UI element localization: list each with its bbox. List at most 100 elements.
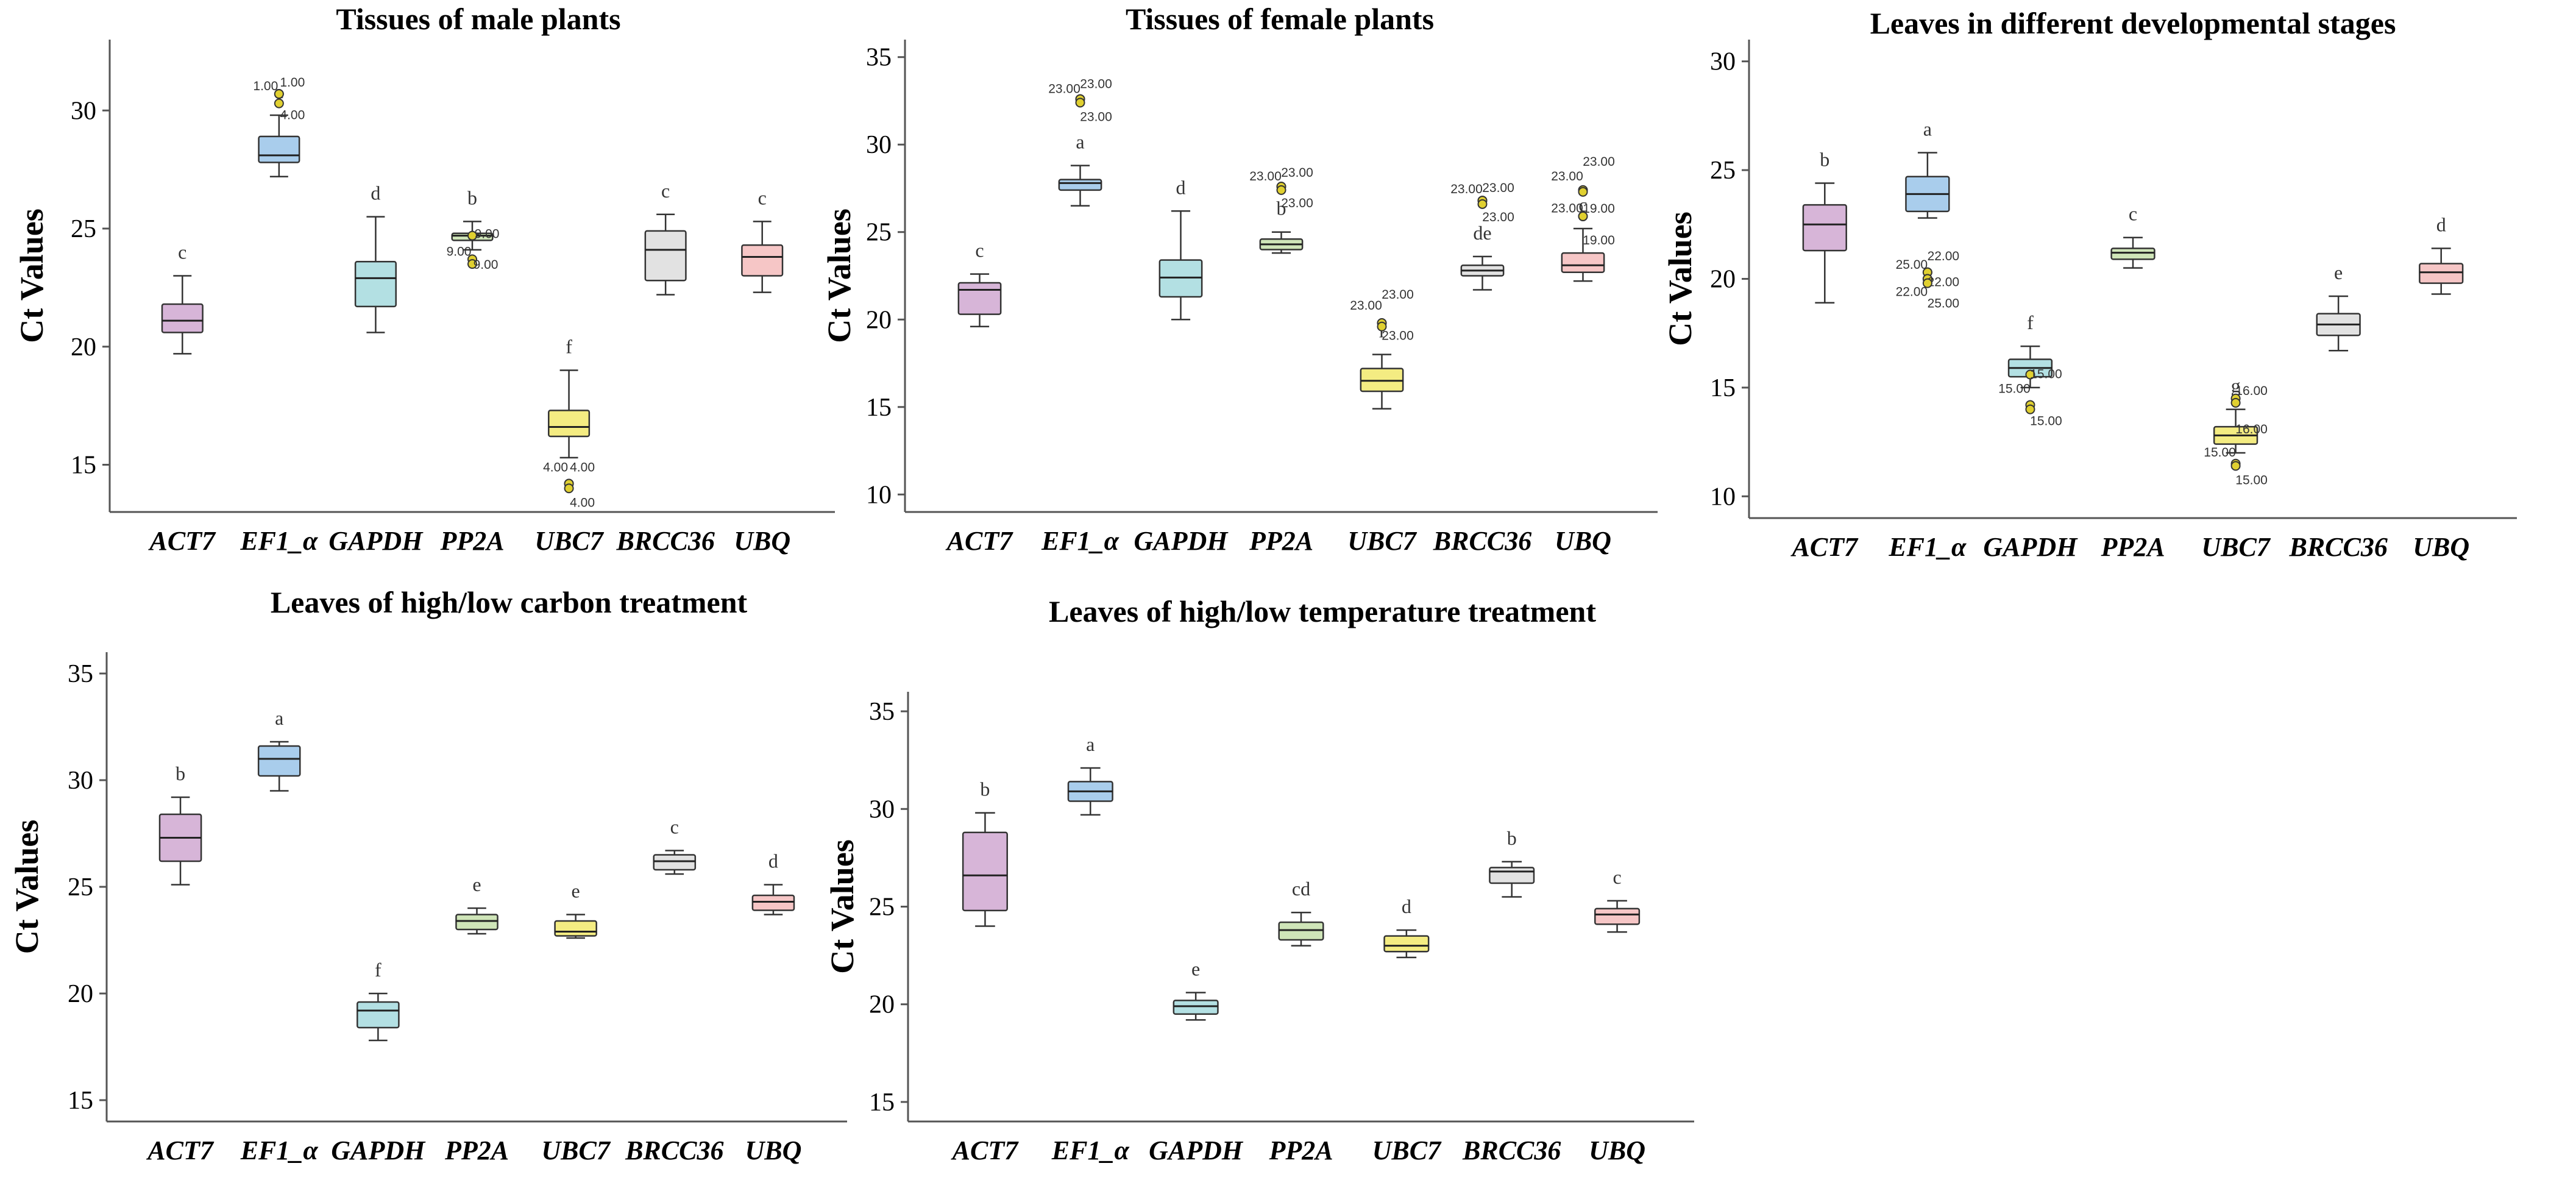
outlier-point <box>1276 185 1286 195</box>
box-panel-2: Tissues of female plants Ct Values 10 15 20 2… <box>821 2 1658 556</box>
x-category-label: UBQ <box>1589 1136 1645 1165</box>
x-category-label: EF1_α <box>240 1136 319 1165</box>
y-tick-label: 30 <box>866 131 892 159</box>
x-category-label: EF1_α <box>1051 1136 1130 1165</box>
outlier-label: 4.00 <box>543 461 568 475</box>
box-panel-5: Leaves of high/low temperature treatment… <box>824 594 1694 1165</box>
outlier-label: 23.00 <box>1482 210 1514 224</box>
significance-letter: c <box>975 240 984 261</box>
box-ubc7: d <box>1383 895 1430 959</box>
significance-letter: f <box>2027 311 2034 333</box>
y-tick-label: 20 <box>68 980 93 1008</box>
x-category-label: PP2A <box>1268 1136 1333 1165</box>
significance-letter: d <box>371 182 380 204</box>
box-iqr <box>1489 867 1535 884</box>
outlier-label: 15.00 <box>2204 446 2236 460</box>
significance-letter: c <box>178 241 186 263</box>
y-tick-label: 15 <box>71 452 96 480</box>
outlier-label: 22.00 <box>1928 249 1960 263</box>
outlier-label: 1.00 <box>280 76 305 90</box>
box-pp2a: b <box>1259 197 1304 254</box>
significance-letter: b <box>1507 827 1517 849</box>
outlier-label: 4.00 <box>280 108 305 123</box>
box-gapdh: d <box>354 182 397 333</box>
outlier-label: 25.00 <box>1928 297 1960 311</box>
box-brcc36: c <box>653 816 697 875</box>
significance-letter: d <box>768 850 778 872</box>
x-category-label: ACT7 <box>951 1136 1020 1165</box>
significance-letter: c <box>661 180 670 202</box>
x-category-label: PP2A <box>439 526 504 556</box>
outlier-point <box>1477 199 1488 209</box>
y-axis-label: Ct Values <box>13 208 50 343</box>
box-iqr <box>548 410 591 438</box>
outlier-label: 9.00 <box>447 244 472 258</box>
panel-title: Leaves in different developmental stages <box>1870 6 2396 40</box>
outlier-label: 16.00 <box>2235 422 2268 436</box>
significance-letter: f <box>566 336 572 358</box>
box-ubq: c <box>1561 194 1605 282</box>
outlier-point <box>1578 211 1588 221</box>
outlier-point <box>2025 369 2035 380</box>
significance-letter: b <box>1277 197 1286 219</box>
y-axis-label: Ct Values <box>821 208 857 343</box>
x-category-label: EF1_α <box>1041 526 1119 556</box>
outlier-label: 23.00 <box>1551 202 1583 216</box>
x-category-label: ACT7 <box>1790 532 1859 562</box>
outlier-point <box>2230 461 2241 471</box>
y-axis-label: Ct Values <box>9 820 45 954</box>
outlier-label: 23.00 <box>1450 182 1483 196</box>
y-tick-label: 15 <box>866 394 892 422</box>
x-category-label: UBQ <box>734 526 790 556</box>
box-gapdh: f <box>357 959 400 1042</box>
outlier-label: 25.00 <box>1896 258 1928 272</box>
box-iqr <box>1594 908 1641 925</box>
x-category-label: ACT7 <box>147 526 216 556</box>
box-iqr <box>644 230 687 282</box>
outlier-label: 15.00 <box>2030 368 2062 382</box>
y-tick-label: 10 <box>866 481 892 509</box>
y-tick-label: 30 <box>68 767 93 795</box>
outlier-label: 22.00 <box>1928 275 1960 290</box>
x-category-label: EF1_α <box>1888 532 1967 562</box>
y-tick-label: 30 <box>71 97 96 125</box>
y-tick-label: 25 <box>869 894 895 922</box>
x-category-label: EF1_α <box>240 526 318 556</box>
outlier-label: 23.00 <box>1249 169 1282 183</box>
box-pp2a: c <box>2110 203 2156 269</box>
significance-letter: b <box>176 762 185 784</box>
x-category-label: UBC7 <box>1372 1136 1442 1165</box>
outlier-label: 19.00 <box>1583 233 1615 247</box>
outlier-label: 23.00 <box>1080 77 1112 91</box>
outlier-point <box>1377 321 1387 332</box>
box-act7: c <box>161 241 204 355</box>
box-ubq: c <box>1594 866 1641 933</box>
x-category-label: UBC7 <box>534 526 604 556</box>
significance-letter: a <box>1923 118 1932 140</box>
significance-letter: g <box>2231 375 2241 397</box>
y-tick-label: 15 <box>1710 374 1736 402</box>
box-gapdh: e <box>1173 958 1219 1021</box>
y-tick-label: 20 <box>869 991 895 1019</box>
significance-letter: d <box>1402 895 1411 917</box>
significance-letter: b <box>980 778 990 800</box>
x-category-label: GAPDH <box>328 526 424 556</box>
box-brcc36: b <box>1489 827 1535 898</box>
significance-letter: c <box>758 187 767 208</box>
outlier-point <box>564 483 574 494</box>
box-ubq: d <box>2419 214 2464 295</box>
box-iqr <box>554 920 597 937</box>
box-panel-4: Leaves of high/low carbon treatment Ct Va… <box>9 585 847 1165</box>
outlier-label: 23.00 <box>1281 196 1313 210</box>
box-brcc36: e <box>2316 261 2361 352</box>
box-iqr <box>653 854 697 871</box>
significance-letter: de <box>1473 222 1491 244</box>
x-category-label: UBQ <box>2413 532 2469 562</box>
box-iqr <box>1058 179 1102 191</box>
x-category-label: UBQ <box>745 1136 801 1165</box>
box-iqr <box>962 831 1008 912</box>
x-category-label: UBQ <box>1555 526 1611 556</box>
box-ubc7: e <box>554 880 597 939</box>
outlier-label: 15.00 <box>1998 382 2031 396</box>
